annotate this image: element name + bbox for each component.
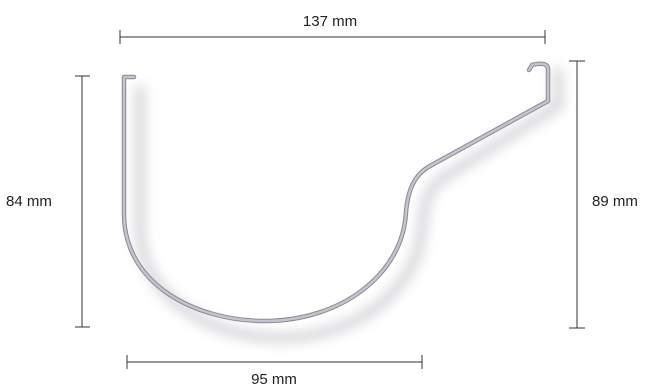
dimension-label-right: 89 mm (592, 193, 638, 210)
dimension-left-height: 84 mm (6, 75, 90, 328)
dimension-top-width: 137 mm (119, 13, 546, 44)
gutter-profile-edge (121, 61, 551, 324)
gutter-profile (122, 62, 550, 323)
dimension-bottom-width: 95 mm (126, 355, 423, 388)
dimension-label-left: 84 mm (6, 193, 52, 210)
dimension-right-height: 89 mm (569, 60, 638, 329)
dimension-label-top: 137 mm (303, 13, 357, 30)
dimension-label-bottom: 95 mm (251, 371, 297, 388)
